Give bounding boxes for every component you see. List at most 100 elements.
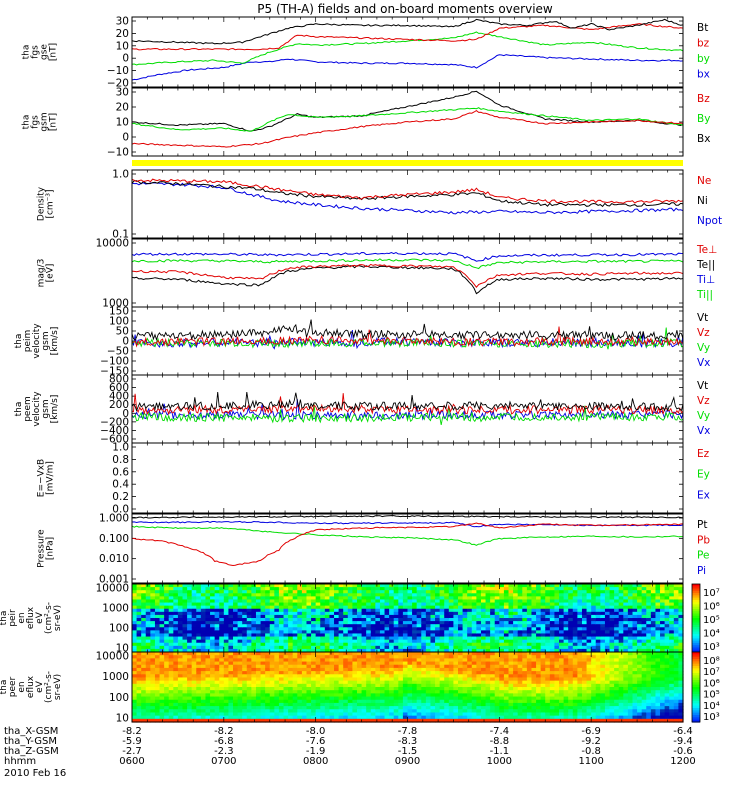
spectrogram-cell bbox=[237, 706, 243, 710]
spectrogram-cell bbox=[242, 593, 248, 597]
spectrogram-cell bbox=[370, 587, 376, 591]
spectrogram-cell bbox=[205, 602, 211, 607]
spectrogram-cell bbox=[187, 718, 193, 723]
spectrogram-cell bbox=[591, 618, 597, 622]
spectrogram-cell bbox=[389, 596, 395, 601]
spectrogram-cell bbox=[228, 648, 234, 653]
spectrogram-cell bbox=[389, 699, 395, 704]
spectrogram-cell bbox=[458, 618, 464, 622]
spectrogram-cell bbox=[320, 587, 326, 591]
spectrogram-cell bbox=[416, 677, 422, 682]
spectrogram-cell bbox=[660, 627, 666, 631]
spectrogram-cell bbox=[159, 709, 165, 714]
spectrogram-cell bbox=[324, 709, 331, 714]
y-tick-label: 30 bbox=[116, 87, 129, 99]
spectrogram-cell bbox=[223, 664, 230, 669]
spectrogram-cell bbox=[439, 593, 445, 597]
spectrogram-cell bbox=[223, 683, 230, 688]
panel-pressure: Pressure[nPa]1.0000.1000.0100.001PtPbPeP… bbox=[37, 513, 711, 586]
spectrogram-cell bbox=[301, 655, 308, 659]
spectrogram-cell bbox=[586, 648, 592, 653]
spectrogram-cell bbox=[430, 590, 436, 594]
spectrogram-cell bbox=[554, 624, 560, 628]
spectrogram-cell bbox=[384, 648, 390, 653]
spectrogram-cell bbox=[242, 664, 248, 669]
spectrogram-cell bbox=[660, 621, 666, 625]
spectrogram-cell bbox=[646, 636, 652, 641]
spectrogram-cell bbox=[242, 715, 248, 720]
spectrogram-cell bbox=[421, 642, 427, 647]
spectrogram-cell bbox=[150, 687, 156, 691]
spectrogram-cell bbox=[660, 630, 666, 635]
spectrogram-cell bbox=[233, 702, 239, 707]
spectrogram-cell bbox=[343, 687, 349, 691]
spectrogram-cell bbox=[439, 642, 445, 647]
spectrogram-cell bbox=[637, 611, 643, 616]
spectrogram-cell bbox=[177, 667, 184, 672]
spectrogram-cell bbox=[536, 648, 542, 653]
spectrogram-cell bbox=[329, 596, 335, 601]
spectrogram-cell bbox=[233, 645, 239, 650]
spectrogram-cell bbox=[334, 696, 340, 701]
spectrogram-cell bbox=[311, 690, 317, 694]
spectrogram-cell bbox=[242, 639, 248, 644]
spectrogram-cell bbox=[329, 667, 335, 672]
spectrogram-cell bbox=[623, 599, 629, 604]
spectrogram-cell bbox=[577, 611, 583, 616]
spectrogram-cell bbox=[288, 655, 294, 659]
spectrogram-cell bbox=[200, 593, 207, 597]
spectrogram-cell bbox=[242, 621, 248, 625]
spectrogram-cell bbox=[494, 624, 500, 628]
spectrogram-cell bbox=[200, 599, 207, 604]
spectrogram-cell bbox=[379, 587, 386, 591]
spectrogram-cell bbox=[246, 658, 252, 663]
spectrogram-cell bbox=[173, 608, 179, 613]
spectrogram-cell bbox=[389, 690, 395, 694]
spectrogram-cell bbox=[329, 709, 335, 714]
spectrogram-cell bbox=[219, 674, 225, 679]
spectrogram-cell bbox=[173, 584, 179, 588]
spectrogram-cell bbox=[660, 633, 666, 638]
colorbar-segment bbox=[692, 608, 700, 612]
spectrogram-cell bbox=[145, 624, 151, 628]
spectrogram-cell bbox=[421, 639, 427, 644]
spectrogram-cell bbox=[416, 602, 422, 607]
spectrogram-cell bbox=[393, 599, 399, 604]
panel-frame bbox=[131, 169, 684, 239]
spectrogram-cell bbox=[315, 687, 321, 691]
spectrogram-cell bbox=[223, 648, 230, 653]
spectrogram-cell bbox=[150, 645, 156, 650]
spectrogram-cell bbox=[191, 639, 197, 644]
spectrogram-cell bbox=[214, 715, 220, 720]
spectrogram-cell bbox=[425, 696, 432, 701]
spectrogram-cell bbox=[352, 593, 358, 597]
spectrogram-cell bbox=[577, 608, 583, 613]
spectrogram-cell bbox=[159, 652, 165, 656]
spectrogram-cell bbox=[150, 699, 156, 704]
spectrogram-cell bbox=[384, 718, 390, 723]
spectrogram-cell bbox=[467, 642, 473, 647]
spectrogram-cell bbox=[338, 618, 344, 622]
spectrogram-cell bbox=[278, 645, 285, 650]
spectrogram-cell bbox=[545, 608, 551, 613]
spectrogram-cell bbox=[384, 624, 390, 628]
spectrogram-cell bbox=[154, 671, 161, 675]
spectrogram-cell bbox=[196, 608, 202, 613]
series-by bbox=[132, 31, 683, 66]
spectrogram-cell bbox=[246, 715, 252, 720]
spectrogram-cell bbox=[200, 667, 207, 672]
spectrogram-cell bbox=[370, 664, 376, 669]
spectrogram-cell bbox=[673, 630, 680, 635]
spectrogram-cell bbox=[412, 652, 418, 656]
spectrogram-cell bbox=[159, 680, 165, 685]
spectrogram-cell bbox=[384, 712, 390, 717]
spectrogram-cell bbox=[462, 639, 468, 644]
spectrogram-cell bbox=[210, 590, 216, 594]
spectrogram-cell bbox=[366, 655, 372, 659]
panel-peer: thapeerenefluxeV(cm²-s-sr-eV)10000100010… bbox=[0, 651, 720, 725]
spectrogram-cell bbox=[540, 584, 546, 588]
spectrogram-cell bbox=[182, 677, 188, 682]
spectrogram-cell bbox=[292, 693, 298, 698]
series-Vy bbox=[132, 404, 683, 425]
spectrogram-cell bbox=[536, 605, 542, 610]
